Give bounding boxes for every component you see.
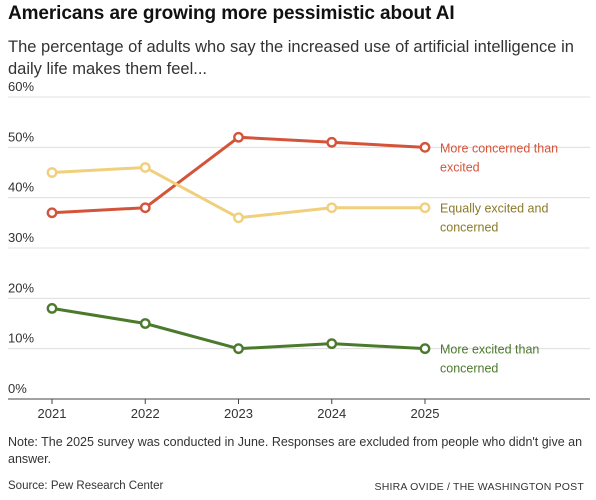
data-point bbox=[233, 131, 244, 143]
y-tick-label: 10% bbox=[8, 331, 34, 346]
line-chart: 0%10%20%30%40%50%60% 2021 2022 2023 2024 202… bbox=[8, 79, 590, 421]
x-tick-label: 2023 bbox=[224, 406, 253, 421]
x-tick-labels: 2021 2022 2023 2024 2025 bbox=[38, 399, 440, 421]
series-label: Equally excited and concerned bbox=[440, 202, 548, 235]
x-tick-label: 2024 bbox=[317, 406, 346, 421]
data-point bbox=[233, 212, 244, 224]
y-tick-label: 60% bbox=[8, 79, 34, 94]
series-group bbox=[46, 131, 431, 355]
series-label: More excited than concerned bbox=[440, 343, 539, 376]
series-label: More concerned than excited bbox=[440, 141, 558, 174]
grid-lines bbox=[8, 96, 590, 400]
data-point bbox=[419, 202, 431, 214]
chart-title: Americans are growing more pessimistic a… bbox=[8, 3, 455, 24]
x-tick-label: 2025 bbox=[411, 406, 440, 421]
y-tick-label: 50% bbox=[8, 129, 34, 144]
y-tick-label: 20% bbox=[8, 280, 34, 295]
series-line bbox=[51, 306, 426, 351]
y-tick-label: 40% bbox=[8, 180, 34, 195]
y-tick-labels: 0% 10% 20% 30% 40% 50% 60% bbox=[8, 79, 34, 396]
y-tick-label: 0% bbox=[8, 381, 27, 396]
data-point bbox=[326, 338, 338, 350]
chart-note: Note: The 2025 survey was conducted in J… bbox=[8, 435, 583, 466]
chart-credit: SHIRA OVIDE / THE WASHINGTON POST bbox=[374, 481, 584, 493]
data-point bbox=[139, 202, 151, 214]
data-point bbox=[46, 207, 58, 219]
x-tick-label: 2021 bbox=[38, 406, 67, 421]
data-point bbox=[419, 343, 431, 355]
data-point bbox=[46, 302, 58, 314]
chart-subtitle: The percentage of adults who say the inc… bbox=[8, 38, 574, 78]
data-point bbox=[326, 136, 338, 148]
data-point bbox=[326, 202, 338, 214]
x-tick-label: 2022 bbox=[131, 406, 160, 421]
data-point bbox=[419, 141, 431, 153]
y-tick-label: 30% bbox=[8, 230, 34, 245]
chart-source: Source: Pew Research Center bbox=[8, 480, 164, 492]
series-line bbox=[51, 135, 426, 215]
data-point bbox=[233, 343, 244, 355]
data-point bbox=[46, 167, 58, 178]
series-labels: More concerned than excited Equally excite… bbox=[440, 141, 558, 375]
data-point bbox=[139, 318, 151, 329]
data-point bbox=[139, 162, 151, 173]
